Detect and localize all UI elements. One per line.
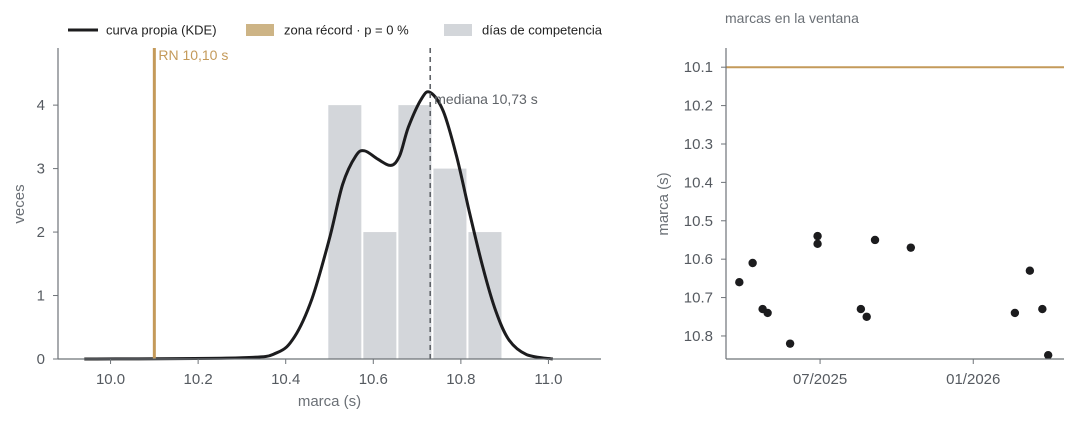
scatter-point-10: [906, 243, 916, 252]
left-x-tick-label: 10.4: [271, 371, 300, 388]
right-y-tick-label: 10.5: [684, 213, 713, 230]
right-y-tick-label: 10.4: [684, 174, 713, 191]
scatter-point-5: [813, 231, 822, 241]
left-y-tick-label: 0: [37, 351, 45, 368]
right-y-tick-label: 10.3: [684, 136, 713, 153]
right-chart: marcas en la ventana 07/2025 01/2026 10.1…: [655, 10, 1064, 388]
left-x-tick-label: 10.0: [96, 371, 125, 388]
right-y-tick-label: 10.1: [684, 59, 713, 76]
legend: curva propia (KDE) zona récord · p = 0 % d…: [68, 23, 603, 38]
legend-swatch-hist: [444, 24, 472, 36]
median-label: mediana 10,73 s: [434, 91, 538, 107]
scatter-point-14: [1043, 350, 1053, 360]
right-x-tick-label: 01/2026: [946, 371, 1000, 388]
histogram-bar-0: [328, 105, 362, 359]
right-x-tick-label: 07/2025: [793, 371, 847, 388]
right-y-tick-label: 10.2: [684, 98, 713, 115]
left-y-tick-label: 3: [37, 161, 45, 178]
scatter-point-9: [870, 235, 880, 245]
left-y-axis-label: veces: [11, 184, 28, 223]
left-x-tick-label: 10.8: [446, 371, 475, 388]
right-y-tick-label: 10.6: [684, 251, 713, 268]
legend-label: curva propia (KDE): [106, 23, 217, 38]
scatter-point-13: [1038, 304, 1047, 314]
legend-swatch-record: [246, 24, 274, 36]
histogram-bar-3: [433, 168, 467, 359]
left-x-tick-label: 10.2: [184, 371, 213, 388]
legend-label: días de competencia: [482, 23, 603, 38]
left-y-tick-label: 2: [37, 224, 45, 241]
histogram-bars: [328, 105, 502, 359]
scatter-point-6: [813, 239, 822, 249]
right-y-tick-label: 10.8: [684, 328, 713, 345]
right-x-ticks: 07/2025 01/2026: [793, 359, 1000, 388]
legend-label: zona récord · p = 0 %: [284, 23, 409, 38]
right-y-tick-label: 10.7: [684, 290, 713, 307]
left-y-ticks: 0 1 2 3 4: [37, 97, 58, 368]
left-y-tick-label: 1: [37, 288, 45, 305]
scatter-point-7: [856, 304, 866, 314]
left-x-ticks: 10.0 10.2 10.4 10.6 10.8 11.0: [96, 359, 562, 388]
scatter-point-0: [735, 278, 744, 287]
left-axes: [57, 48, 601, 360]
right-y-ticks: 10.1 10.2 10.3 10.4 10.5 10.6 10.7 10.8: [684, 59, 726, 345]
scatter-point-1: [748, 258, 757, 268]
scatter-points: [735, 231, 1053, 360]
histogram-bar-1: [363, 232, 397, 359]
scatter-point-8: [862, 312, 871, 321]
right-axes: [725, 48, 1064, 360]
right-y-axis-label: marca (s): [655, 172, 672, 235]
left-x-tick-label: 10.6: [359, 371, 388, 388]
scatter-point-11: [1010, 308, 1020, 318]
left-chart: RN 10,10 s mediana 10,73 s 10.0 10.2 10.4 1…: [11, 23, 603, 411]
left-x-tick-label: 11.0: [534, 371, 562, 388]
record-label: RN 10,10 s: [158, 47, 228, 63]
kde-curve: [84, 90, 554, 361]
scatter-point-3: [763, 308, 772, 318]
histogram-bar-4: [468, 232, 502, 359]
left-y-tick-label: 4: [37, 97, 45, 114]
scatter-point-12: [1025, 266, 1035, 275]
left-x-axis-label: marca (s): [298, 393, 361, 410]
right-chart-title: marcas en la ventana: [725, 10, 859, 26]
scatter-point-4: [785, 339, 795, 348]
